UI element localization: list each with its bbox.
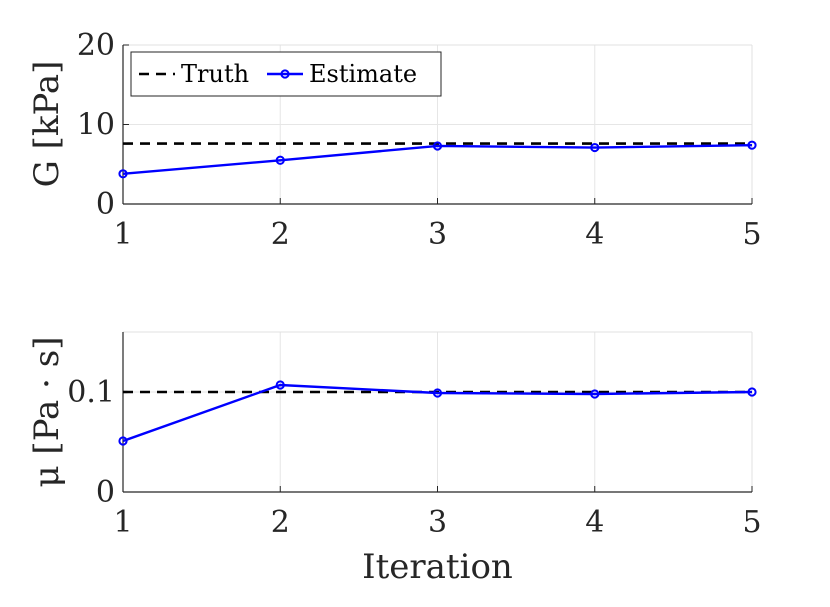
data-point-estimate: [118, 436, 128, 446]
x-tick-label: 1: [113, 505, 132, 540]
legend-marker-estimate: [280, 69, 290, 79]
x-tick-label: 3: [428, 217, 447, 252]
chart-panel-1: 1 2 3 4 5 0 10 20 G [kPa] Truth Estimate: [27, 28, 762, 252]
x-tick-label: 2: [271, 505, 290, 540]
y-tick-label: 20: [77, 28, 115, 63]
data-point-estimate: [275, 380, 285, 390]
data-point-estimate: [118, 169, 128, 179]
y-axis-label: μ [Pa · s]: [27, 337, 67, 488]
x-tick-label: 2: [271, 217, 290, 252]
x-tick-label: 1: [113, 217, 132, 252]
y-tick-label: 0: [96, 475, 115, 510]
data-point-estimate: [432, 141, 443, 151]
data-point-estimate: [590, 142, 600, 153]
x-tick-label: 5: [742, 217, 761, 252]
chart-panel-2: 1 2 3 4 5 0 0.1μ [Pa · s] Iteration: [27, 331, 762, 587]
series-line-estimate: [122, 383, 753, 443]
x-tick-label: 3: [428, 505, 447, 540]
x-tick-label: 5: [742, 505, 761, 540]
data-point-estimate: [432, 388, 443, 398]
data-point-estimate: [590, 389, 600, 399]
legend-label-estimate: Estimate: [309, 60, 417, 88]
x-tick-label: 4: [585, 217, 604, 252]
data-point-estimate: [275, 155, 285, 165]
y-tick-label: 0: [96, 187, 115, 222]
x-tick-label: 4: [585, 505, 604, 540]
legend: Truth Estimate: [130, 51, 442, 97]
y-tick-label: 0.1: [67, 375, 115, 410]
data-point-estimate: [747, 387, 757, 397]
data-point-estimate: [747, 140, 757, 150]
series-line-estimate: [122, 143, 753, 175]
y-axis-label: G [kPa]: [27, 61, 67, 188]
x-axis-label: Iteration: [362, 547, 513, 587]
legend-label-truth: Truth: [181, 60, 249, 88]
y-tick-label: 10: [77, 108, 115, 143]
